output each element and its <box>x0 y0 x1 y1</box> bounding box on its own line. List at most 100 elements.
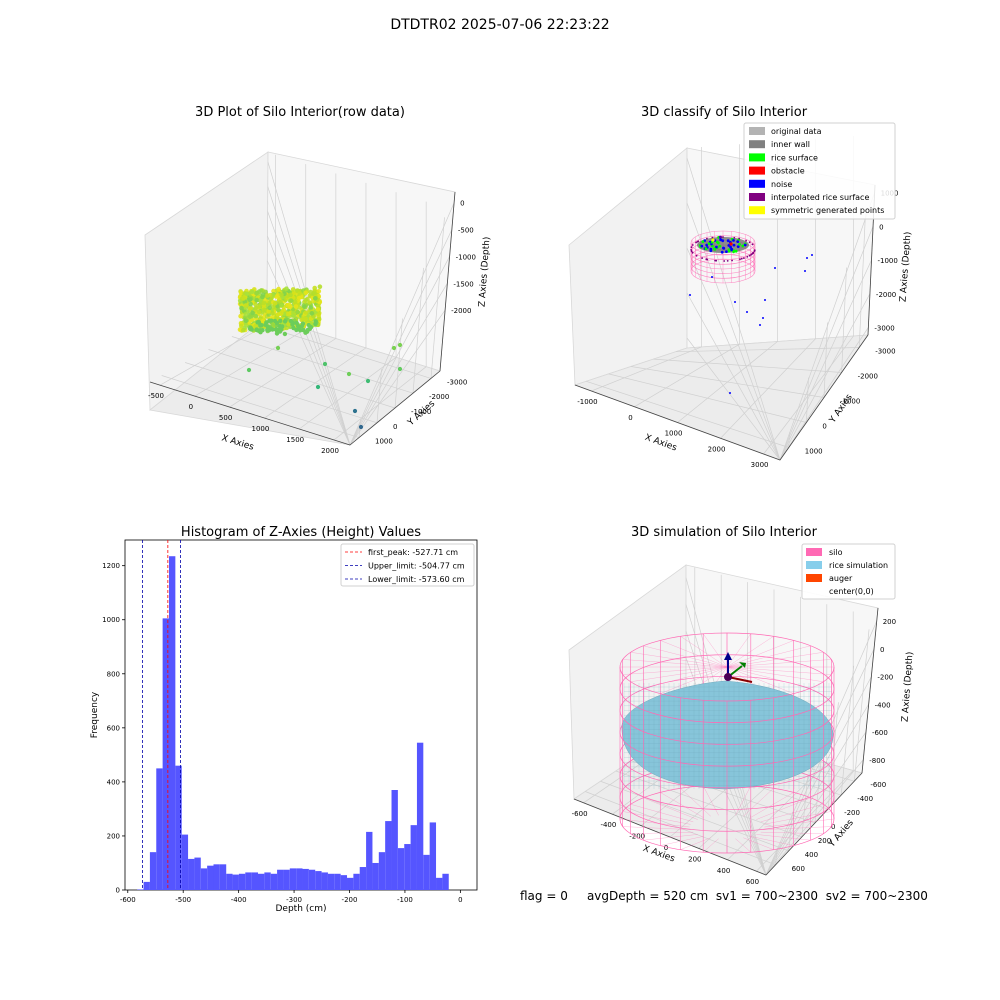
hist-bar <box>270 873 278 890</box>
classify-x-tick-label: 0 <box>628 414 632 422</box>
raw-cluster-point <box>276 307 281 313</box>
raw-cluster-point <box>279 303 284 308</box>
sim-silo-mesh-front <box>619 666 835 854</box>
raw-cluster-point <box>253 313 259 319</box>
classify-x-tick-label: 3000 <box>751 461 769 469</box>
raw-outlier-point <box>346 371 352 377</box>
raw-cluster-point <box>250 310 255 316</box>
raw-cluster-point <box>313 321 318 327</box>
hist-bar <box>175 765 182 890</box>
hist-bar <box>251 872 258 890</box>
classify-interpolated-point <box>701 257 703 259</box>
raw-cluster-point <box>260 294 265 300</box>
raw-cluster-point <box>300 321 306 326</box>
raw-cluster-point <box>292 299 298 304</box>
classify-surface-point <box>729 245 732 249</box>
sim-legend-label: center(0,0) <box>829 587 874 596</box>
raw-z-tick-label: 0 <box>460 200 464 208</box>
raw-cluster-point <box>306 322 311 328</box>
sim-x-ticks: -600 -400 -200 0 200 400 600 <box>572 810 759 885</box>
classify-legend-swatch <box>749 206 765 215</box>
classify-interpolated-point <box>722 236 724 238</box>
sim-silo-floor-strut <box>630 831 694 834</box>
sim-silo-roof-strut <box>726 666 811 689</box>
sim-silo-floor-strut <box>703 785 719 816</box>
hist-bar <box>315 871 322 890</box>
depth-histogram: Histogram of Z-Axies (Height) Values -60… <box>90 525 478 914</box>
classify-y-tick-label: 1000 <box>805 448 823 456</box>
classify-interpolated-point <box>723 260 726 262</box>
sim-grid-y <box>775 848 778 865</box>
raw-y-tick-label: 1000 <box>375 438 393 446</box>
raw-cluster-point <box>275 312 281 317</box>
sim-silo-floor-strut <box>763 811 832 825</box>
raw-y-tick-label: 0 <box>393 423 397 431</box>
hist-bar <box>181 834 189 890</box>
sim-silo-floor-strut <box>630 804 694 823</box>
classify-grid-y <box>586 380 789 448</box>
classify-grid-y <box>608 373 807 423</box>
sim-legend-label: auger <box>829 574 853 583</box>
raw-cluster-point <box>267 305 272 311</box>
hist-xlabel: Depth (cm) <box>275 904 326 914</box>
classify-interpolated-point <box>714 259 716 262</box>
sim-x-tick-label: 400 <box>717 867 730 875</box>
sim-x-tick-label: 200 <box>688 855 701 863</box>
sim-silo-floor-strut <box>763 826 832 830</box>
raw-cluster-point <box>273 327 279 332</box>
classify-grid-y <box>630 366 825 398</box>
raw-xlabel: X Axies <box>220 433 255 452</box>
raw-x-tick-label: 0 <box>189 403 193 411</box>
sim-silo-roof-strut <box>630 666 728 682</box>
sim-y-tick-label: -400 <box>857 795 873 803</box>
raw-cluster-point <box>256 309 262 315</box>
hist-y-tick-label: 200 <box>107 832 120 840</box>
sim-silo-roof-strut <box>622 666 728 675</box>
classify-interpolated-point <box>690 246 693 249</box>
raw-z-tick-label: -1500 <box>453 280 473 288</box>
classify-interpolated-point <box>753 249 756 252</box>
hist-legend-frame <box>340 543 475 587</box>
classify-surface-point <box>734 249 738 253</box>
hist-marker-lines <box>142 540 181 890</box>
classify-symmetric-point <box>711 238 715 242</box>
raw-cluster-point <box>278 318 283 323</box>
sim-x-tick-label: -600 <box>572 810 588 818</box>
raw-cluster-point <box>241 296 246 301</box>
raw-x-tick-label: 1000 <box>251 425 269 433</box>
classify-legend-frame <box>743 122 896 220</box>
sim-silo-roof-strut <box>660 666 728 694</box>
raw-cluster-point <box>303 330 308 335</box>
classify-legend-label: obstacle <box>771 167 805 176</box>
sim-silo-roof-strut <box>726 633 751 668</box>
classify-z-tick-label: -3000 <box>874 325 894 333</box>
raw-cluster-point <box>274 320 280 326</box>
raw-cluster-point <box>271 288 276 294</box>
sim-silo-roof-strut <box>726 640 794 668</box>
raw-cluster-point <box>311 291 316 296</box>
sim-silo-floor-strut <box>743 837 774 850</box>
classify-surface-point <box>700 244 704 248</box>
sim-y-tick-label: -200 <box>844 809 860 817</box>
sim-silo-floor-strut <box>764 818 835 828</box>
sim-y-tick-label: 600 <box>792 865 805 873</box>
classify-legend-label: interpolated rice surface <box>771 193 869 202</box>
raw-cluster-point <box>270 314 276 320</box>
raw-cluster-point <box>291 313 296 318</box>
raw-cluster-point <box>303 316 308 322</box>
hist-x-tick-label: -300 <box>286 896 302 904</box>
classify-legend-swatch <box>749 179 765 188</box>
classify-interpolated-point <box>695 241 697 244</box>
raw-cluster-point <box>241 327 246 333</box>
sim-silo-roof-strut <box>726 666 794 694</box>
sim-grid-y <box>615 770 802 838</box>
sim-silo-floor-strut <box>643 834 698 841</box>
sim-y-tick-label: -600 <box>870 781 886 789</box>
classify-inner-wall-mesh <box>690 230 756 284</box>
classify-surface-point <box>738 243 741 246</box>
classify-surface-point <box>720 250 724 254</box>
classify-noise-point <box>729 392 731 394</box>
raw-cluster-point <box>238 313 243 319</box>
raw-cluster-point <box>264 320 269 325</box>
hist-y-tick-label: 400 <box>107 778 120 786</box>
